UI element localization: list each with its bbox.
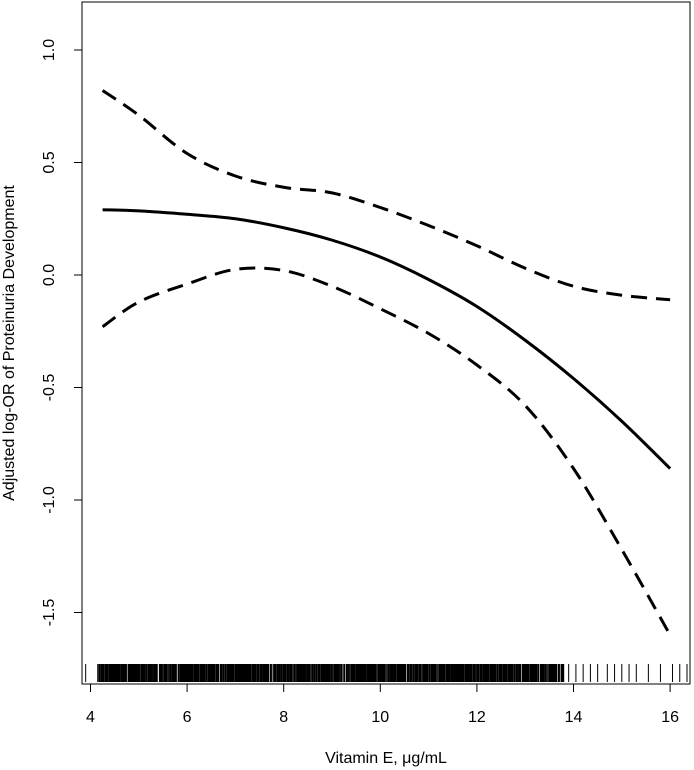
- y-tick-label: -0.5: [41, 374, 58, 402]
- x-tick-label: 16: [661, 709, 679, 726]
- plot-frame: [81, 1, 691, 685]
- estimate-line: [102, 208, 672, 470]
- x-tick-label: 10: [371, 709, 389, 726]
- x-axis-title: Vitamin E, μg/mL: [325, 750, 447, 767]
- x-axis: 4 6 8 10 12 14 16: [86, 683, 679, 726]
- y-tick-label: -1.5: [41, 599, 58, 627]
- x-tick-label: 14: [565, 709, 583, 726]
- lower-ci-line: [101, 266, 672, 636]
- upper-ci-line: [101, 89, 671, 302]
- y-axis: 1.0 0.5 0.0 -0.5 -1.0 -1.5: [41, 39, 83, 627]
- y-tick-label: 1.0: [41, 39, 58, 61]
- series-lines: [101, 89, 672, 636]
- x-tick-label: 4: [86, 709, 95, 726]
- x-tick-label: 8: [279, 709, 288, 726]
- y-tick-label: -1.0: [41, 486, 58, 514]
- y-tick-label: 0.0: [41, 264, 58, 286]
- rug-marks: [85, 664, 688, 682]
- x-tick-label: 12: [468, 709, 486, 726]
- y-axis-title: Adjusted log-OR of Proteinuria Developme…: [1, 185, 18, 501]
- x-tick-label: 6: [183, 709, 192, 726]
- y-tick-label: 0.5: [41, 151, 58, 173]
